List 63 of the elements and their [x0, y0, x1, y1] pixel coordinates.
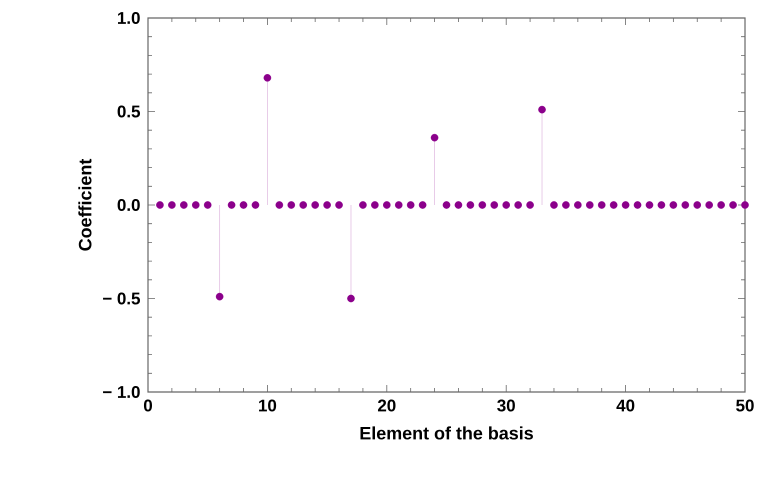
point — [168, 201, 176, 209]
x-axis-title: Element of the basis — [360, 426, 533, 440]
point — [299, 201, 308, 209]
point — [610, 201, 618, 209]
point — [192, 201, 200, 209]
point — [574, 201, 582, 209]
y-tick-label: − 1.0 — [103, 386, 140, 398]
point — [156, 201, 164, 209]
point — [347, 294, 355, 302]
y-axis-title: Coefficient — [78, 158, 92, 251]
point — [406, 201, 414, 209]
point — [323, 201, 331, 209]
point — [717, 201, 725, 209]
point — [335, 201, 343, 209]
point — [287, 201, 296, 209]
y-tick-label: 1.0 — [118, 12, 140, 24]
point — [418, 201, 426, 209]
point — [442, 201, 450, 209]
point — [478, 201, 486, 209]
point — [538, 106, 546, 114]
point — [311, 201, 319, 209]
point — [682, 201, 690, 209]
point — [490, 201, 498, 209]
point — [670, 201, 678, 209]
point — [693, 201, 702, 209]
point — [252, 201, 260, 209]
x-tick-label: 0 — [144, 400, 152, 412]
point — [622, 201, 630, 209]
point — [741, 201, 749, 209]
x-tick-label: 30 — [497, 400, 515, 412]
point — [359, 201, 367, 209]
point — [228, 201, 236, 209]
point — [466, 201, 474, 209]
point — [729, 201, 737, 209]
point — [562, 201, 570, 209]
point — [383, 201, 391, 209]
point — [276, 201, 284, 209]
point — [586, 201, 594, 209]
point — [216, 292, 224, 300]
point — [514, 201, 522, 209]
point — [394, 201, 403, 209]
x-tick-label: 40 — [616, 400, 634, 412]
point — [598, 201, 606, 209]
x-tick-label: 20 — [378, 400, 396, 412]
point — [454, 201, 462, 209]
point — [180, 201, 188, 209]
point — [658, 201, 666, 209]
point — [264, 74, 272, 82]
point — [550, 201, 558, 209]
point — [240, 201, 248, 209]
point — [526, 201, 534, 209]
x-tick-label: 50 — [736, 400, 754, 412]
y-tick-label: − 0.5 — [103, 292, 140, 304]
point — [705, 201, 713, 209]
y-tick-label: 0.5 — [118, 106, 140, 118]
y-tick-label: 0.0 — [118, 199, 140, 211]
point — [371, 201, 379, 209]
point — [204, 201, 212, 209]
point — [502, 201, 510, 209]
point — [430, 134, 438, 142]
point — [646, 201, 654, 209]
x-tick-label: 10 — [259, 400, 276, 412]
point — [634, 201, 642, 209]
